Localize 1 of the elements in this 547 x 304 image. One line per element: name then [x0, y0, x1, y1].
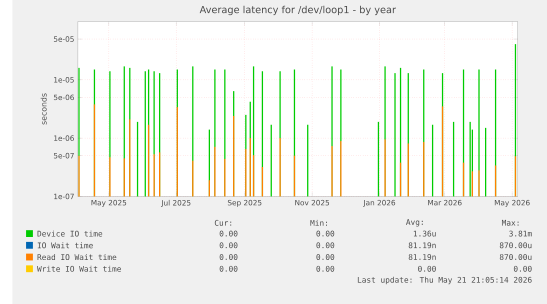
chart-title: Average latency for /dev/loop1 - by year [200, 6, 396, 16]
